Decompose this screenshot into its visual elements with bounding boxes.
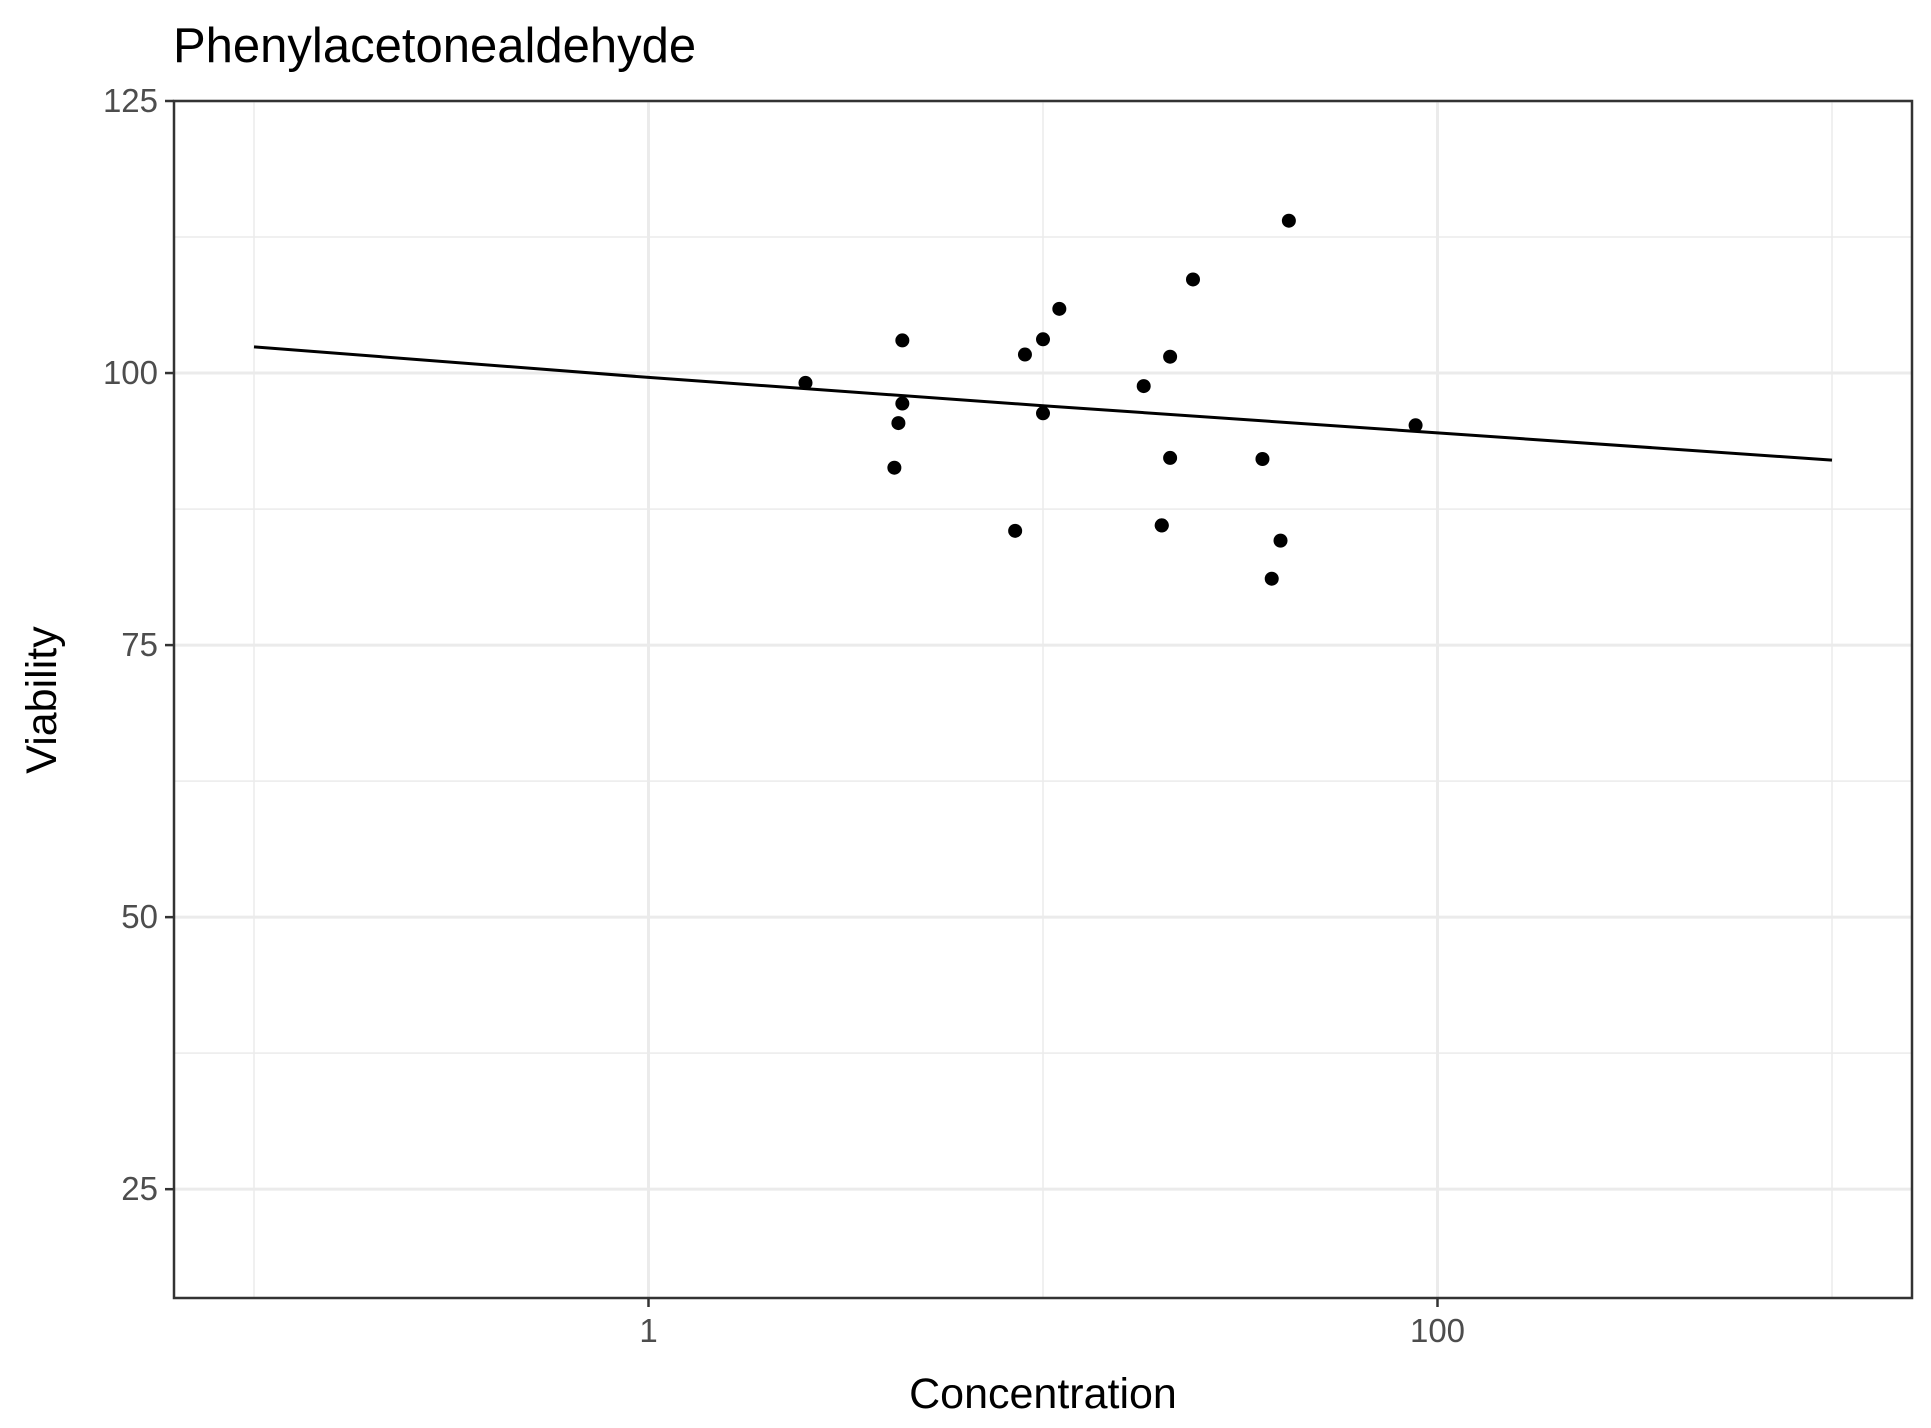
data-point [1163, 450, 1178, 465]
chart-title: Phenylacetonealdehyde [173, 19, 696, 73]
data-point [1154, 518, 1169, 533]
x-tick-label: 1 [639, 1312, 657, 1349]
y-tick-label: 125 [103, 82, 158, 119]
data-point [1264, 571, 1279, 586]
x-axis-title: Concentration [909, 1370, 1177, 1418]
y-tick-label: 100 [103, 354, 158, 391]
data-point [891, 416, 906, 431]
grid [174, 99, 1912, 1298]
y-tick-label: 50 [121, 898, 158, 935]
data-point [1008, 523, 1023, 538]
data-point [1281, 213, 1296, 228]
data-point [1036, 406, 1050, 421]
y-tick-label: 25 [121, 1170, 158, 1207]
data-point [1255, 452, 1270, 467]
data-point [1273, 533, 1288, 548]
data-point [1036, 332, 1050, 347]
fit-curve [253, 345, 1833, 462]
data-point [895, 396, 910, 411]
axes: 25 50 75 100 125 1 100 [103, 82, 1465, 1349]
data-point [895, 333, 910, 348]
x-tick-label: 100 [1410, 1312, 1465, 1349]
data-point [798, 375, 813, 390]
data-point [1017, 347, 1032, 362]
data-point [1136, 379, 1151, 394]
data-point [1185, 272, 1200, 287]
data-point [1052, 301, 1067, 316]
plot-data [253, 213, 1833, 586]
data-point [1408, 418, 1423, 433]
data-point [887, 460, 902, 475]
data-point [1163, 349, 1178, 364]
y-axis-title: Viability [18, 626, 66, 774]
y-tick-label: 75 [121, 626, 158, 663]
plot-panel-border [172, 99, 1914, 1300]
